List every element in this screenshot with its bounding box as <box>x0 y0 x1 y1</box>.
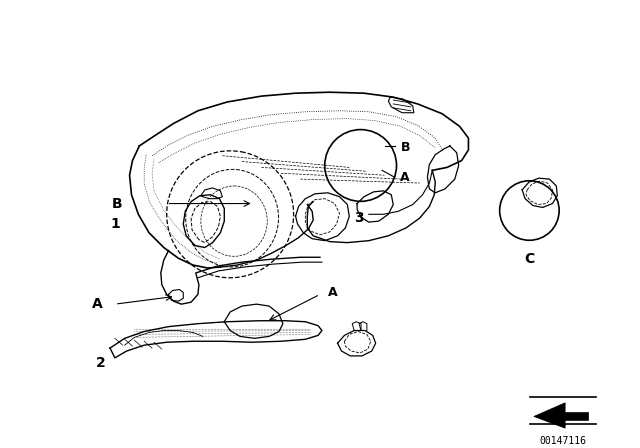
Text: 2: 2 <box>95 356 105 370</box>
Text: 1: 1 <box>110 217 120 231</box>
Text: 3: 3 <box>354 211 364 225</box>
Polygon shape <box>534 403 589 428</box>
Text: A: A <box>328 286 337 299</box>
Text: A: A <box>92 297 103 311</box>
Text: B: B <box>401 142 410 155</box>
Text: C: C <box>524 252 534 266</box>
Text: 00147116: 00147116 <box>540 436 587 446</box>
Text: A: A <box>401 171 410 184</box>
Text: B: B <box>112 197 123 211</box>
